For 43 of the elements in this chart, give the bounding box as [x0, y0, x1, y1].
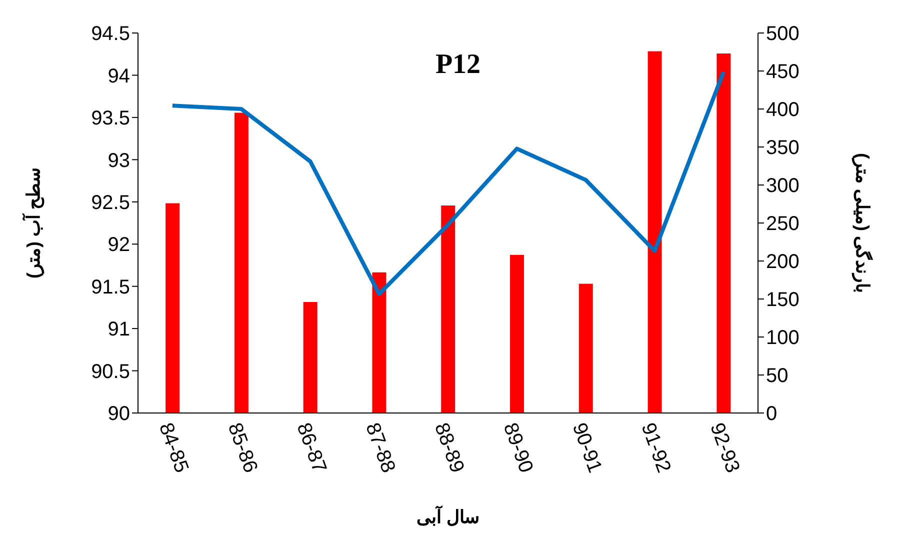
y2-tick-label: 350	[766, 137, 800, 160]
y-tick-label: 93.5	[91, 108, 130, 130]
y2-axis-title: بارندگی (میلی متر)	[852, 153, 874, 293]
y2-tick-label: 200	[766, 251, 800, 274]
bar	[303, 302, 318, 413]
y-tick-label: 90.5	[91, 360, 130, 383]
y2-tick-label: 150	[766, 289, 800, 312]
y-axis-title: سطح آب (متر)	[21, 168, 44, 278]
bar	[648, 51, 662, 413]
x-axis-title: سال آبی	[416, 505, 480, 527]
x-tick-label: 91-92	[636, 420, 675, 476]
y2-tick-label: 500	[766, 23, 800, 46]
bar	[716, 54, 731, 413]
y-tick-label: 94	[108, 65, 130, 88]
y2-tick-label: 100	[766, 327, 800, 350]
y2-tick-label: 50	[766, 365, 788, 388]
bar	[372, 272, 386, 413]
bar	[510, 254, 524, 413]
x-tick-label: 86-87	[292, 420, 330, 476]
x-tick-label: 85-86	[223, 420, 262, 476]
bar	[234, 112, 248, 413]
y-tick-label: 92	[108, 234, 130, 256]
bar	[166, 203, 180, 413]
x-tick-label: 84-85	[154, 420, 193, 476]
y2-tick-label: 400	[766, 99, 800, 122]
text: P12	[435, 49, 481, 80]
y-tick-label: 93	[108, 150, 130, 172]
y2-tick-label: 450	[766, 61, 800, 84]
y2-tick-label: 300	[766, 175, 800, 198]
bar	[441, 206, 456, 413]
y-tick-label: 91	[108, 318, 130, 341]
y2-tick-label: 0	[766, 403, 778, 426]
bar	[578, 284, 593, 413]
x-tick-label: 89-90	[498, 420, 538, 476]
y-tick-label: 90	[108, 403, 130, 426]
y-tick-label: 94.5	[91, 23, 130, 46]
x-tick-label: 88-89	[430, 420, 468, 476]
x-tick-label: 87-88	[361, 420, 400, 476]
y2-tick-label: 250	[766, 213, 800, 236]
x-tick-label: 92-93	[706, 420, 744, 476]
y-tick-label: 92.5	[91, 192, 130, 214]
x-tick-label: 90-91	[568, 420, 606, 476]
y-tick-label: 91.5	[91, 276, 130, 298]
